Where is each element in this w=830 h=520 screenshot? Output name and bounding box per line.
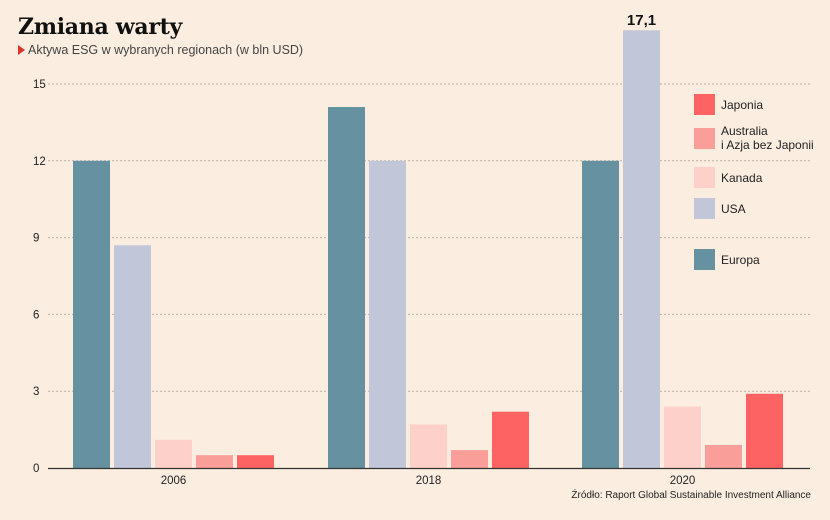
bar-australia-2020 [705,444,742,468]
legend-label: Kanada [721,171,762,185]
legend-label: USA [721,202,746,216]
y-tick-label: 9 [33,233,39,245]
legend-swatch [694,249,715,270]
triangle-marker-icon [18,45,25,55]
bar-kanada-2006 [155,439,192,468]
y-tick-label: 0 [33,463,39,475]
legend-label-line: Japonia [721,97,764,112]
legend-label-line: Australia [721,124,768,138]
y-tick-label: 12 [33,156,46,168]
subtitle-text: Aktywa ESG w wybranych regionach (w bln … [28,43,304,57]
legend-label: Japonia [721,98,763,112]
source-note: Źródło: Raport Global Sustainable Invest… [571,490,811,501]
bar-japonia-2020 [746,393,783,468]
legend-label-line: Europa [721,252,760,267]
bar-usa-2018 [369,160,406,469]
y-tick-label: 3 [33,386,39,398]
legend-item: USA [694,198,746,219]
y-tick-label: 6 [33,309,39,321]
legend-item: Kanada [694,167,762,188]
bar-japonia-2018 [492,411,529,468]
x-tick-label: 2020 [670,475,696,487]
value-label: 17,1 [627,12,656,29]
bar-europa-2006 [73,160,110,469]
bar-kanada-2020 [664,406,701,468]
bar-australia-2018 [451,450,488,468]
chart-subtitle: Aktywa ESG w wybranych regionach (w bln … [18,43,303,57]
x-tick-label: 2006 [161,475,187,487]
bar-usa-2006 [114,245,151,468]
legend-swatch [694,198,715,219]
chart-title: Zmiana warty [18,14,182,40]
legend-swatch [694,167,715,188]
bar-europa-2018 [328,107,365,468]
legend-item: Japonia [694,94,763,115]
bar-australia-2006 [196,455,233,468]
legend-item: Australia i Azja bez Japonii [694,124,814,152]
legend-label-line: Kanada [721,170,763,185]
bar-usa-2020 [623,30,660,469]
bar-japonia-2006 [237,455,274,468]
x-tick-label: 2018 [416,475,442,487]
y-tick-label: 15 [33,79,46,91]
legend-swatch [694,94,715,115]
legend-swatch [694,127,715,149]
legend-label-line: i Azja bez Japonii [721,138,814,152]
legend-label: Europa [721,253,760,267]
bar-kanada-2018 [410,424,447,468]
legend-label: Australia i Azja bez Japonii [721,124,814,152]
legend-item: Europa [694,249,760,270]
legend-label-line: USA [721,201,746,216]
bar-europa-2020 [582,160,619,469]
